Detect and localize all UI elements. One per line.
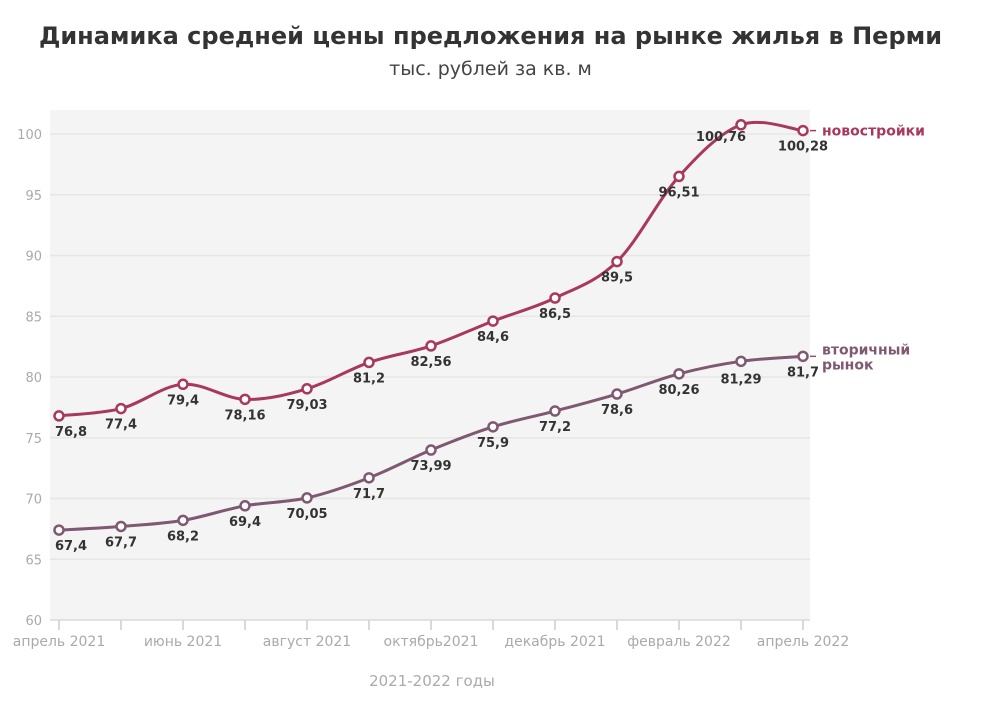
data-label: 75,9: [477, 436, 509, 451]
data-label: 86,5: [539, 307, 571, 322]
data-label: 80,26: [658, 383, 699, 398]
data-point: [797, 350, 809, 363]
data-label: 81,7: [787, 365, 819, 380]
data-label: 67,4: [55, 539, 87, 554]
data-point: [239, 393, 251, 406]
x-tick-label: апрель 2021: [13, 634, 106, 650]
data-label: 71,7: [353, 487, 385, 502]
data-point: [53, 410, 65, 422]
y-tick-label: 70: [25, 493, 42, 508]
data-label: 81,2: [353, 371, 385, 386]
y-tick-label: 65: [25, 553, 42, 568]
data-label: 78,6: [601, 403, 633, 418]
data-point: [487, 315, 499, 327]
chart-subtitle: тыс. рублей за кв. м: [389, 58, 592, 80]
data-label: 77,4: [105, 418, 137, 433]
data-point: [115, 402, 127, 415]
data-label: 100,28: [778, 140, 828, 155]
data-point: [673, 368, 685, 380]
data-label: 79,03: [286, 398, 327, 413]
data-point: [425, 340, 437, 352]
data-label: 67,7: [105, 535, 137, 550]
data-label: 73,99: [410, 459, 451, 474]
data-label: 78,16: [224, 408, 265, 423]
data-point: [301, 492, 313, 504]
data-point: [735, 355, 747, 368]
data-point: [673, 170, 685, 183]
data-point: [549, 405, 561, 417]
x-tick-label: октябрь2021: [384, 634, 479, 650]
x-tick-label: август 2021: [263, 634, 351, 650]
data-point: [301, 383, 313, 395]
data-label: 79,4: [167, 393, 199, 408]
series-label: новостройки: [822, 124, 925, 140]
data-point: [239, 500, 251, 512]
data-point: [115, 520, 127, 533]
data-point: [611, 255, 623, 268]
x-tick-label: апрель 2022: [757, 634, 850, 650]
data-label: 100,76: [696, 130, 746, 145]
y-tick-label: 95: [25, 189, 42, 204]
data-label: 89,5: [601, 271, 633, 286]
data-point: [549, 292, 561, 304]
data-point: [797, 124, 809, 137]
data-point: [363, 356, 375, 369]
data-point: [177, 378, 189, 391]
data-point: [487, 421, 499, 433]
data-label: 96,51: [658, 185, 699, 200]
x-tick-label: февраль 2022: [627, 634, 731, 650]
data-label: 81,29: [720, 372, 761, 387]
data-point: [363, 472, 375, 484]
y-tick-label: 80: [25, 371, 42, 386]
y-tick-label: 75: [25, 432, 42, 447]
x-axis-label: 2021-2022 годы: [369, 672, 495, 690]
series-label: рынок: [822, 357, 874, 373]
data-point: [53, 524, 65, 536]
data-point: [425, 444, 437, 456]
y-tick-label: 85: [25, 310, 42, 325]
data-point: [735, 119, 747, 131]
y-tick-label: 90: [25, 250, 42, 265]
data-label: 76,8: [55, 425, 87, 440]
x-tick-label: июнь 2021: [144, 634, 222, 650]
data-point: [611, 388, 623, 400]
data-label: 84,6: [477, 330, 509, 345]
chart-title: Динамика средней цены предложения на рын…: [38, 22, 943, 50]
data-label: 70,05: [286, 507, 327, 522]
data-label: 69,4: [229, 515, 261, 530]
series-label: вторичный: [822, 342, 910, 358]
x-tick-label: декабрь 2021: [504, 634, 605, 650]
y-tick-label: 60: [25, 614, 42, 629]
y-tick-label: 100: [17, 128, 42, 143]
data-label: 68,2: [167, 529, 199, 544]
data-label: 82,56: [410, 355, 451, 370]
data-point: [177, 514, 189, 527]
data-label: 77,2: [539, 420, 571, 435]
